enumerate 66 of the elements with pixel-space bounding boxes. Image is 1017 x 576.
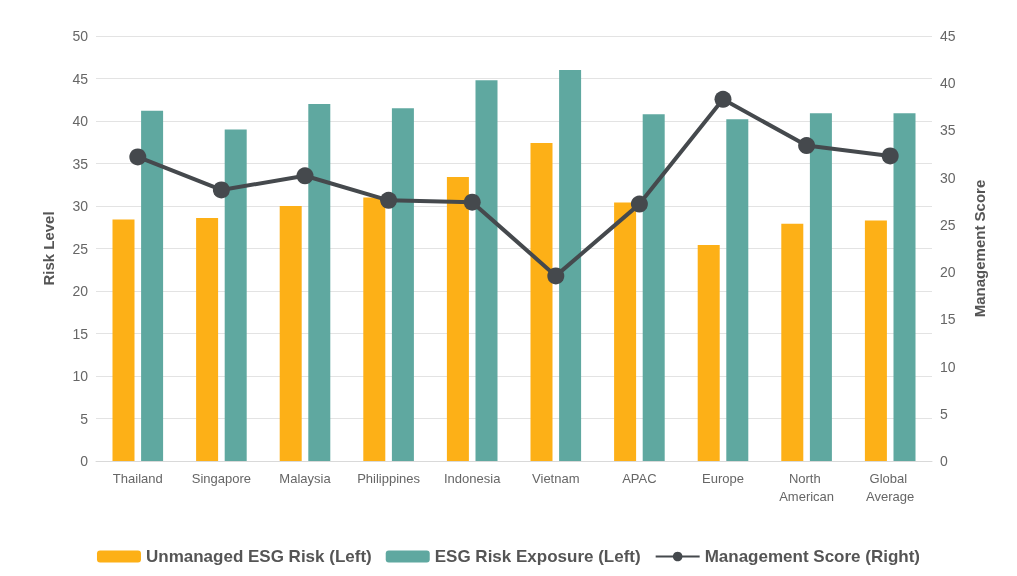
y-tick-label: 40 — [72, 113, 89, 129]
y2-tick-label: 20 — [940, 264, 956, 281]
bar — [559, 70, 582, 461]
bar — [141, 110, 164, 461]
bar — [224, 129, 247, 461]
point — [129, 148, 147, 166]
y-tick-label: 35 — [72, 155, 89, 172]
point — [630, 195, 648, 213]
y-tick-label: 45 — [72, 70, 89, 87]
point — [714, 90, 732, 108]
y2-tick-label: 45 — [940, 28, 956, 44]
x-tick-label: Singapore — [191, 470, 252, 486]
legend-label: ESG Risk Exposure (Left) — [434, 547, 641, 566]
y2-tick-label: 25 — [940, 216, 956, 233]
bar — [809, 113, 832, 461]
y-tick-label: 5 — [80, 410, 89, 427]
x-tick-label: Global Average — [866, 470, 915, 504]
x-tick-label: Thailand — [112, 470, 163, 486]
bar — [363, 197, 386, 461]
point — [380, 191, 398, 209]
bar — [196, 217, 219, 461]
x-tick-label: Malaysia — [279, 470, 332, 486]
bar — [614, 202, 637, 461]
bar — [697, 245, 720, 461]
y-tick-label: 10 — [72, 368, 89, 384]
bar — [864, 220, 887, 461]
y2-tick-label: 5 — [940, 405, 948, 422]
y-tick-label: 25 — [72, 240, 89, 257]
x-tick-label: North American — [779, 470, 835, 504]
bar — [308, 104, 331, 461]
y2-tick-label: 40 — [940, 75, 956, 92]
y2-tick-label: 30 — [940, 169, 956, 186]
bar — [112, 219, 135, 461]
point — [881, 147, 899, 165]
legend-label: Management Score (Right) — [704, 547, 921, 566]
bar — [391, 108, 414, 461]
bar — [446, 177, 469, 461]
y2-tick-label: 15 — [940, 311, 956, 328]
x-tick-label: Vietnam — [532, 470, 580, 486]
y2-tick-label: 10 — [940, 358, 956, 375]
x-tick-label: APAC — [622, 470, 657, 486]
y-tick-label: 15 — [72, 325, 89, 342]
y-tick-label: 0 — [80, 453, 89, 469]
x-tick-label: Europe — [702, 470, 744, 486]
bar — [781, 223, 804, 461]
legend-label: Unmanaged ESG Risk (Left) — [145, 547, 372, 566]
bar — [530, 143, 553, 461]
bar — [726, 119, 749, 461]
point — [212, 181, 230, 199]
point — [798, 137, 816, 155]
y2-tick-label: 35 — [940, 122, 956, 139]
bar — [279, 206, 302, 461]
point — [463, 193, 481, 211]
point — [296, 167, 314, 185]
bar — [475, 80, 498, 461]
x-tick-label: Indonesia — [444, 470, 502, 486]
y-tick-label: 20 — [72, 283, 89, 299]
point — [547, 267, 565, 285]
y2-axis-title: Management Score — [971, 179, 988, 318]
bar — [893, 113, 916, 461]
x-tick-label: Philippines — [357, 470, 421, 486]
y-tick-label: 30 — [72, 198, 89, 214]
y-axis-title: Risk Level — [40, 211, 57, 286]
y2-tick-label: 0 — [940, 453, 948, 469]
bar — [642, 114, 665, 461]
y-tick-label: 50 — [72, 28, 89, 44]
